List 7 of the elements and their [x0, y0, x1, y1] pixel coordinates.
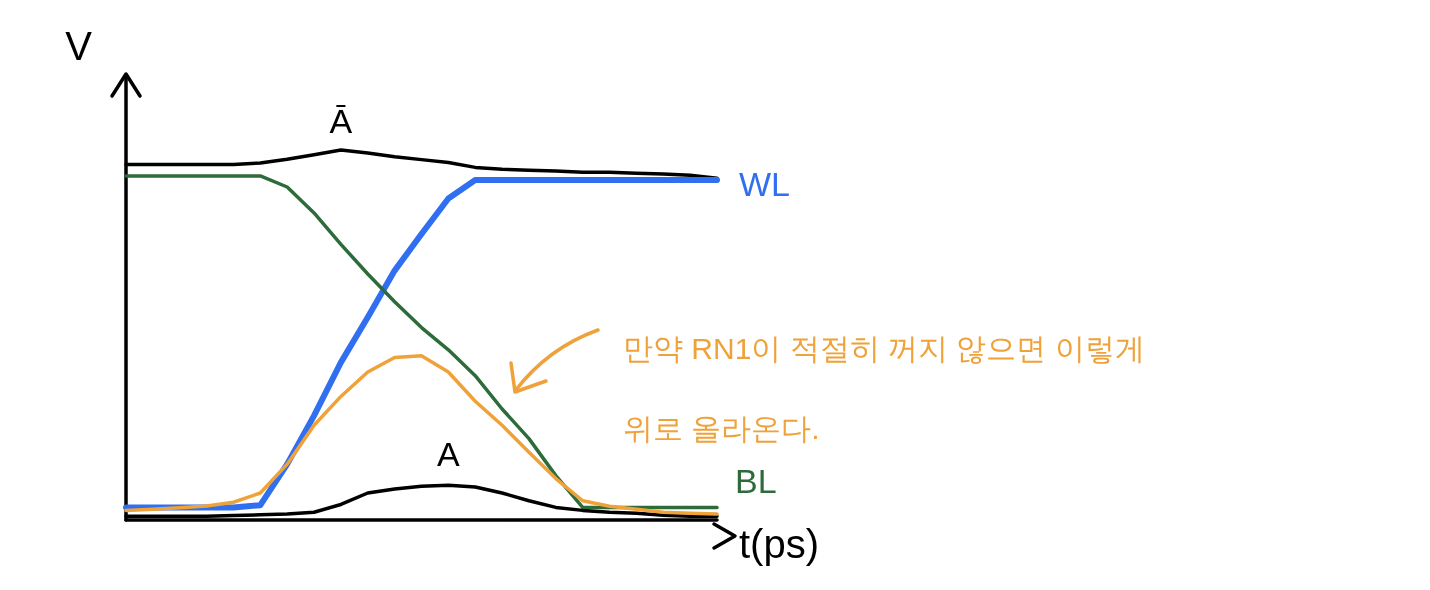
series-label: Ā	[329, 102, 353, 140]
y-axis-title: V	[65, 24, 93, 68]
series-label: BL	[735, 462, 777, 501]
text: 만약 RN1이 적절히 꺼지 않으면 이렇게 위로 올라온다.	[623, 331, 1145, 445]
series-label: A	[437, 435, 461, 474]
x-axis-title: t(ps)	[739, 522, 819, 566]
series-label: WL	[739, 164, 790, 203]
